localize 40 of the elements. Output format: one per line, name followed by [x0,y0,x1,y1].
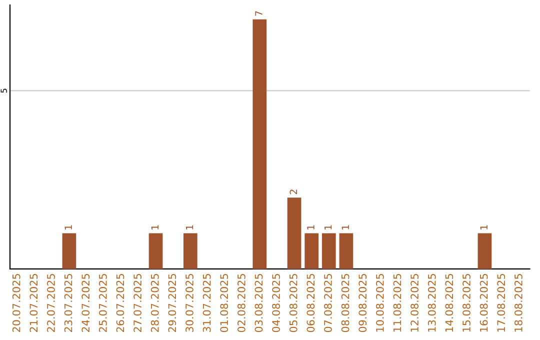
x-tick-label: 29.07.2025 [168,274,176,332]
x-tick-label: 26.07.2025 [116,274,124,332]
data-label: 1 [480,225,488,230]
x-tick-label: 04.08.2025 [272,274,280,332]
data-label: 1 [342,225,349,230]
x-tick-label: 25.07.2025 [98,274,107,332]
x-tick-label: 15.08.2025 [462,274,470,332]
x-tick-label: 02.08.2025 [237,274,246,332]
data-label: 1 [151,225,158,230]
data-label: 1 [324,225,332,230]
x-tick-label: 07.08.2025 [324,274,332,332]
x-tick-label: 06.08.2025 [306,274,315,332]
x-tick-label: 30.07.2025 [186,274,194,332]
x-tick-label: 14.08.2025 [445,274,454,332]
x-tick-label: 18.08.2025 [514,274,522,332]
x-tick-label: 22.07.2025 [47,274,55,332]
x-tick-label: 16.08.2025 [480,274,488,332]
x-tick-label: 03.08.2025 [254,274,263,332]
x-tick-label: 10.08.2025 [376,274,384,332]
x-tick-label: 08.08.2025 [341,274,350,332]
data-label: 1 [307,225,314,230]
x-tick-label: 27.07.2025 [134,274,142,332]
y-tick-label: 5 [0,88,7,93]
x-tick-label: 05.08.2025 [289,274,298,332]
x-tick-label: 23.07.2025 [64,274,72,332]
data-label: 2 [290,190,297,194]
x-tick-label: 13.08.2025 [428,274,436,332]
x-tick-label: 28.07.2025 [150,274,159,332]
x-tick-label: 12.08.2025 [410,274,418,332]
x-tick-label: 09.08.2025 [358,274,367,332]
x-tick-label: 11.08.2025 [393,274,402,332]
data-label: 1 [186,225,194,230]
x-tick-label: 31.07.2025 [202,274,211,332]
x-tick-label: 24.07.2025 [82,274,90,332]
data-label: 1 [64,225,72,230]
x-tick-label: 20.07.2025 [12,274,20,332]
x-tick-label: 01.08.2025 [220,274,228,332]
x-tick-label: 21.07.2025 [30,274,38,332]
data-label: 7 [255,11,262,16]
x-tick-label: 17.08.2025 [497,274,506,332]
